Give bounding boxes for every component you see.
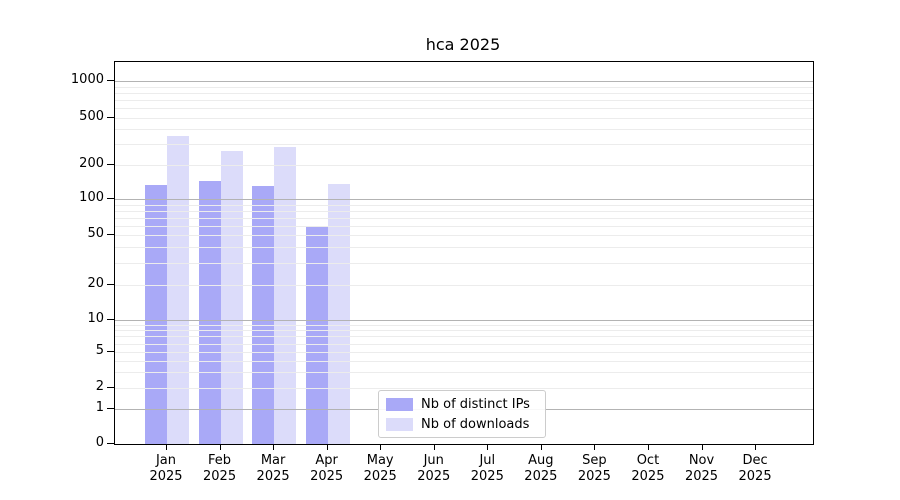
ytick-label-1: 1: [95, 400, 104, 416]
legend-swatch-downloads: [386, 418, 413, 431]
gridline-900: [115, 86, 813, 88]
gridline-30: [115, 262, 813, 264]
bar-distinct-ips-apr: [305, 227, 328, 444]
gridline-8: [115, 330, 813, 332]
ytick-label-10: 10: [87, 310, 104, 326]
gridline-5: [115, 352, 813, 353]
xtick-label-jul: Jul 2025: [470, 453, 504, 484]
xtick-mark-jan: [166, 444, 167, 450]
xtick-label-nov: Nov 2025: [684, 453, 719, 484]
gridline-500: [115, 117, 813, 119]
xtick-mark-dec: [755, 444, 757, 450]
ytick-mark: [107, 233, 114, 235]
gridline-1000: [115, 81, 813, 82]
xtick-mark-aug: [540, 444, 542, 450]
legend: Nb of distinct IPs Nb of downloads: [378, 390, 546, 438]
ytick-label-50: 50: [87, 225, 104, 241]
bar-distinct-ips-feb: [198, 181, 221, 444]
bar-downloads-mar: [274, 147, 297, 444]
bar-downloads-jan: [167, 136, 189, 444]
ytick-mark: [107, 80, 114, 81]
xtick-label-feb: Feb 2025: [203, 453, 237, 484]
xtick-label-mar: Mar 2025: [256, 453, 290, 484]
gridline-20: [115, 285, 813, 286]
legend-swatch-distinct-ips: [386, 398, 413, 411]
ytick-label-500: 500: [79, 108, 104, 124]
chart-title: hca 2025: [425, 35, 501, 54]
ytick-label-100: 100: [79, 190, 104, 206]
xtick-label-oct: Oct 2025: [631, 453, 665, 484]
ytick-label-0: 0: [95, 435, 104, 451]
ytick-mark: [107, 318, 114, 320]
ytick-label-2: 2: [95, 378, 104, 394]
grid-layer: [115, 62, 813, 444]
legend-item-downloads: Nb of downloads: [386, 417, 537, 432]
xtick-label-aug: Aug 2025: [524, 453, 558, 484]
bar-downloads-apr: [327, 184, 350, 444]
xtick-mark-may: [380, 444, 382, 450]
gridline-100: [115, 199, 813, 201]
gridline-3: [115, 371, 813, 373]
gridline-800: [115, 92, 813, 94]
gridline-600: [115, 108, 813, 110]
gridline-50: [115, 234, 813, 236]
ytick-label-1000: 1000: [70, 72, 104, 87]
xtick-label-dec: Dec 2025: [738, 453, 772, 484]
ytick-mark: [107, 116, 114, 118]
xtick-label-may: May 2025: [363, 453, 397, 484]
ytick-mark: [107, 284, 114, 285]
legend-label: Nb of downloads: [421, 417, 530, 432]
gridline-400: [115, 129, 813, 131]
plot-area: [114, 61, 814, 445]
bar-downloads-feb: [220, 151, 243, 444]
ytick-mark: [107, 443, 114, 445]
gridline-10: [115, 319, 813, 321]
ytick-label-20: 20: [87, 276, 104, 291]
ytick-mark: [107, 408, 114, 410]
gridline-2: [115, 387, 813, 389]
xtick-mark-feb: [219, 444, 221, 450]
gridline-60: [115, 225, 813, 227]
xtick-label-sep: Sep 2025: [577, 453, 611, 484]
xtick-label-jan: Jan 2025: [149, 453, 183, 484]
ytick-label-5: 5: [95, 343, 104, 358]
gridline-4: [115, 360, 813, 362]
gridline-700: [115, 99, 813, 101]
ytick-mark: [107, 164, 114, 166]
bar-distinct-ips-mar: [252, 186, 275, 444]
ytick-label-200: 200: [79, 156, 104, 172]
gridline-200: [115, 165, 813, 167]
ytick-mark: [107, 351, 114, 352]
gridline-300: [115, 144, 813, 146]
xtick-mark-mar: [273, 444, 275, 450]
legend-label: Nb of distinct IPs: [421, 397, 530, 412]
xtick-label-jun: Jun 2025: [417, 453, 451, 484]
gridline-40: [115, 247, 813, 249]
bar-distinct-ips-jan: [145, 184, 167, 444]
ytick-mark: [107, 198, 114, 200]
xtick-mark-oct: [647, 444, 649, 450]
xtick-mark-apr: [326, 444, 328, 450]
xtick-mark-jun: [433, 444, 435, 450]
legend-item-distinct-ips: Nb of distinct IPs: [386, 397, 537, 412]
gridline-70: [115, 217, 813, 219]
xtick-mark-nov: [701, 444, 703, 450]
ytick-mark: [107, 386, 114, 388]
gridline-80: [115, 210, 813, 212]
xtick-mark-sep: [594, 444, 596, 450]
gridline-90: [115, 204, 813, 206]
gridline-6: [115, 343, 813, 345]
gridline-9: [115, 324, 813, 326]
bars-layer: [115, 62, 813, 444]
xtick-label-apr: Apr 2025: [310, 453, 344, 484]
xtick-mark-jul: [487, 444, 489, 450]
gridline-7: [115, 336, 813, 338]
